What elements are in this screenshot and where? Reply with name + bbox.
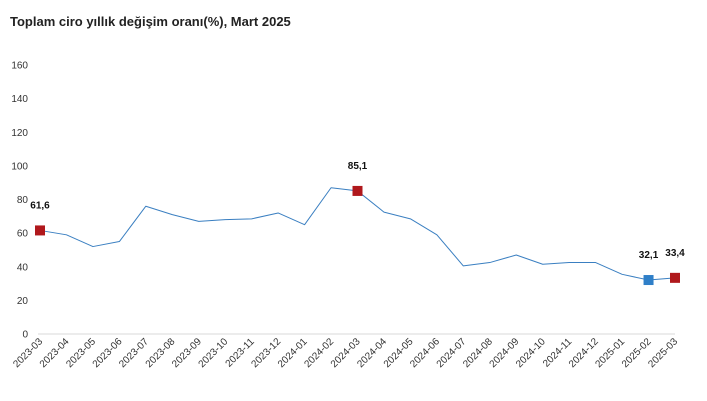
highlight-marker — [35, 225, 45, 236]
data-label: 33,4 — [665, 248, 685, 259]
chart-title: Toplam ciro yıllık değişim oranı(%), Mar… — [10, 14, 291, 29]
data-label: 85,1 — [348, 161, 368, 172]
y-tick-label: 120 — [11, 128, 28, 139]
series-line — [39, 187, 676, 281]
y-tick-label: 80 — [17, 195, 29, 206]
y-tick-label: 0 — [22, 330, 28, 341]
y-tick-label: 20 — [17, 296, 29, 307]
y-tick-label: 160 — [11, 61, 28, 72]
highlight-markers: 61,6 85,1 32,1 33,4 — [30, 161, 685, 286]
x-axis: 2023-032023-042023-052023-062023-072023-… — [11, 333, 680, 370]
y-tick-label: 40 — [17, 262, 29, 273]
y-tick-label: 100 — [11, 161, 28, 172]
data-label: 61,6 — [30, 200, 50, 211]
highlight-marker — [352, 185, 363, 196]
highlight-marker — [670, 272, 680, 283]
data-label: 32,1 — [639, 250, 659, 261]
plot-area — [39, 187, 676, 281]
y-tick-label: 140 — [11, 94, 28, 105]
highlight-marker — [643, 275, 654, 286]
x-tick-label: 2025-03 — [646, 336, 680, 370]
y-axis: 0 20 40 60 80 100 120 140 160 — [11, 61, 28, 341]
y-tick-label: 60 — [17, 229, 29, 240]
